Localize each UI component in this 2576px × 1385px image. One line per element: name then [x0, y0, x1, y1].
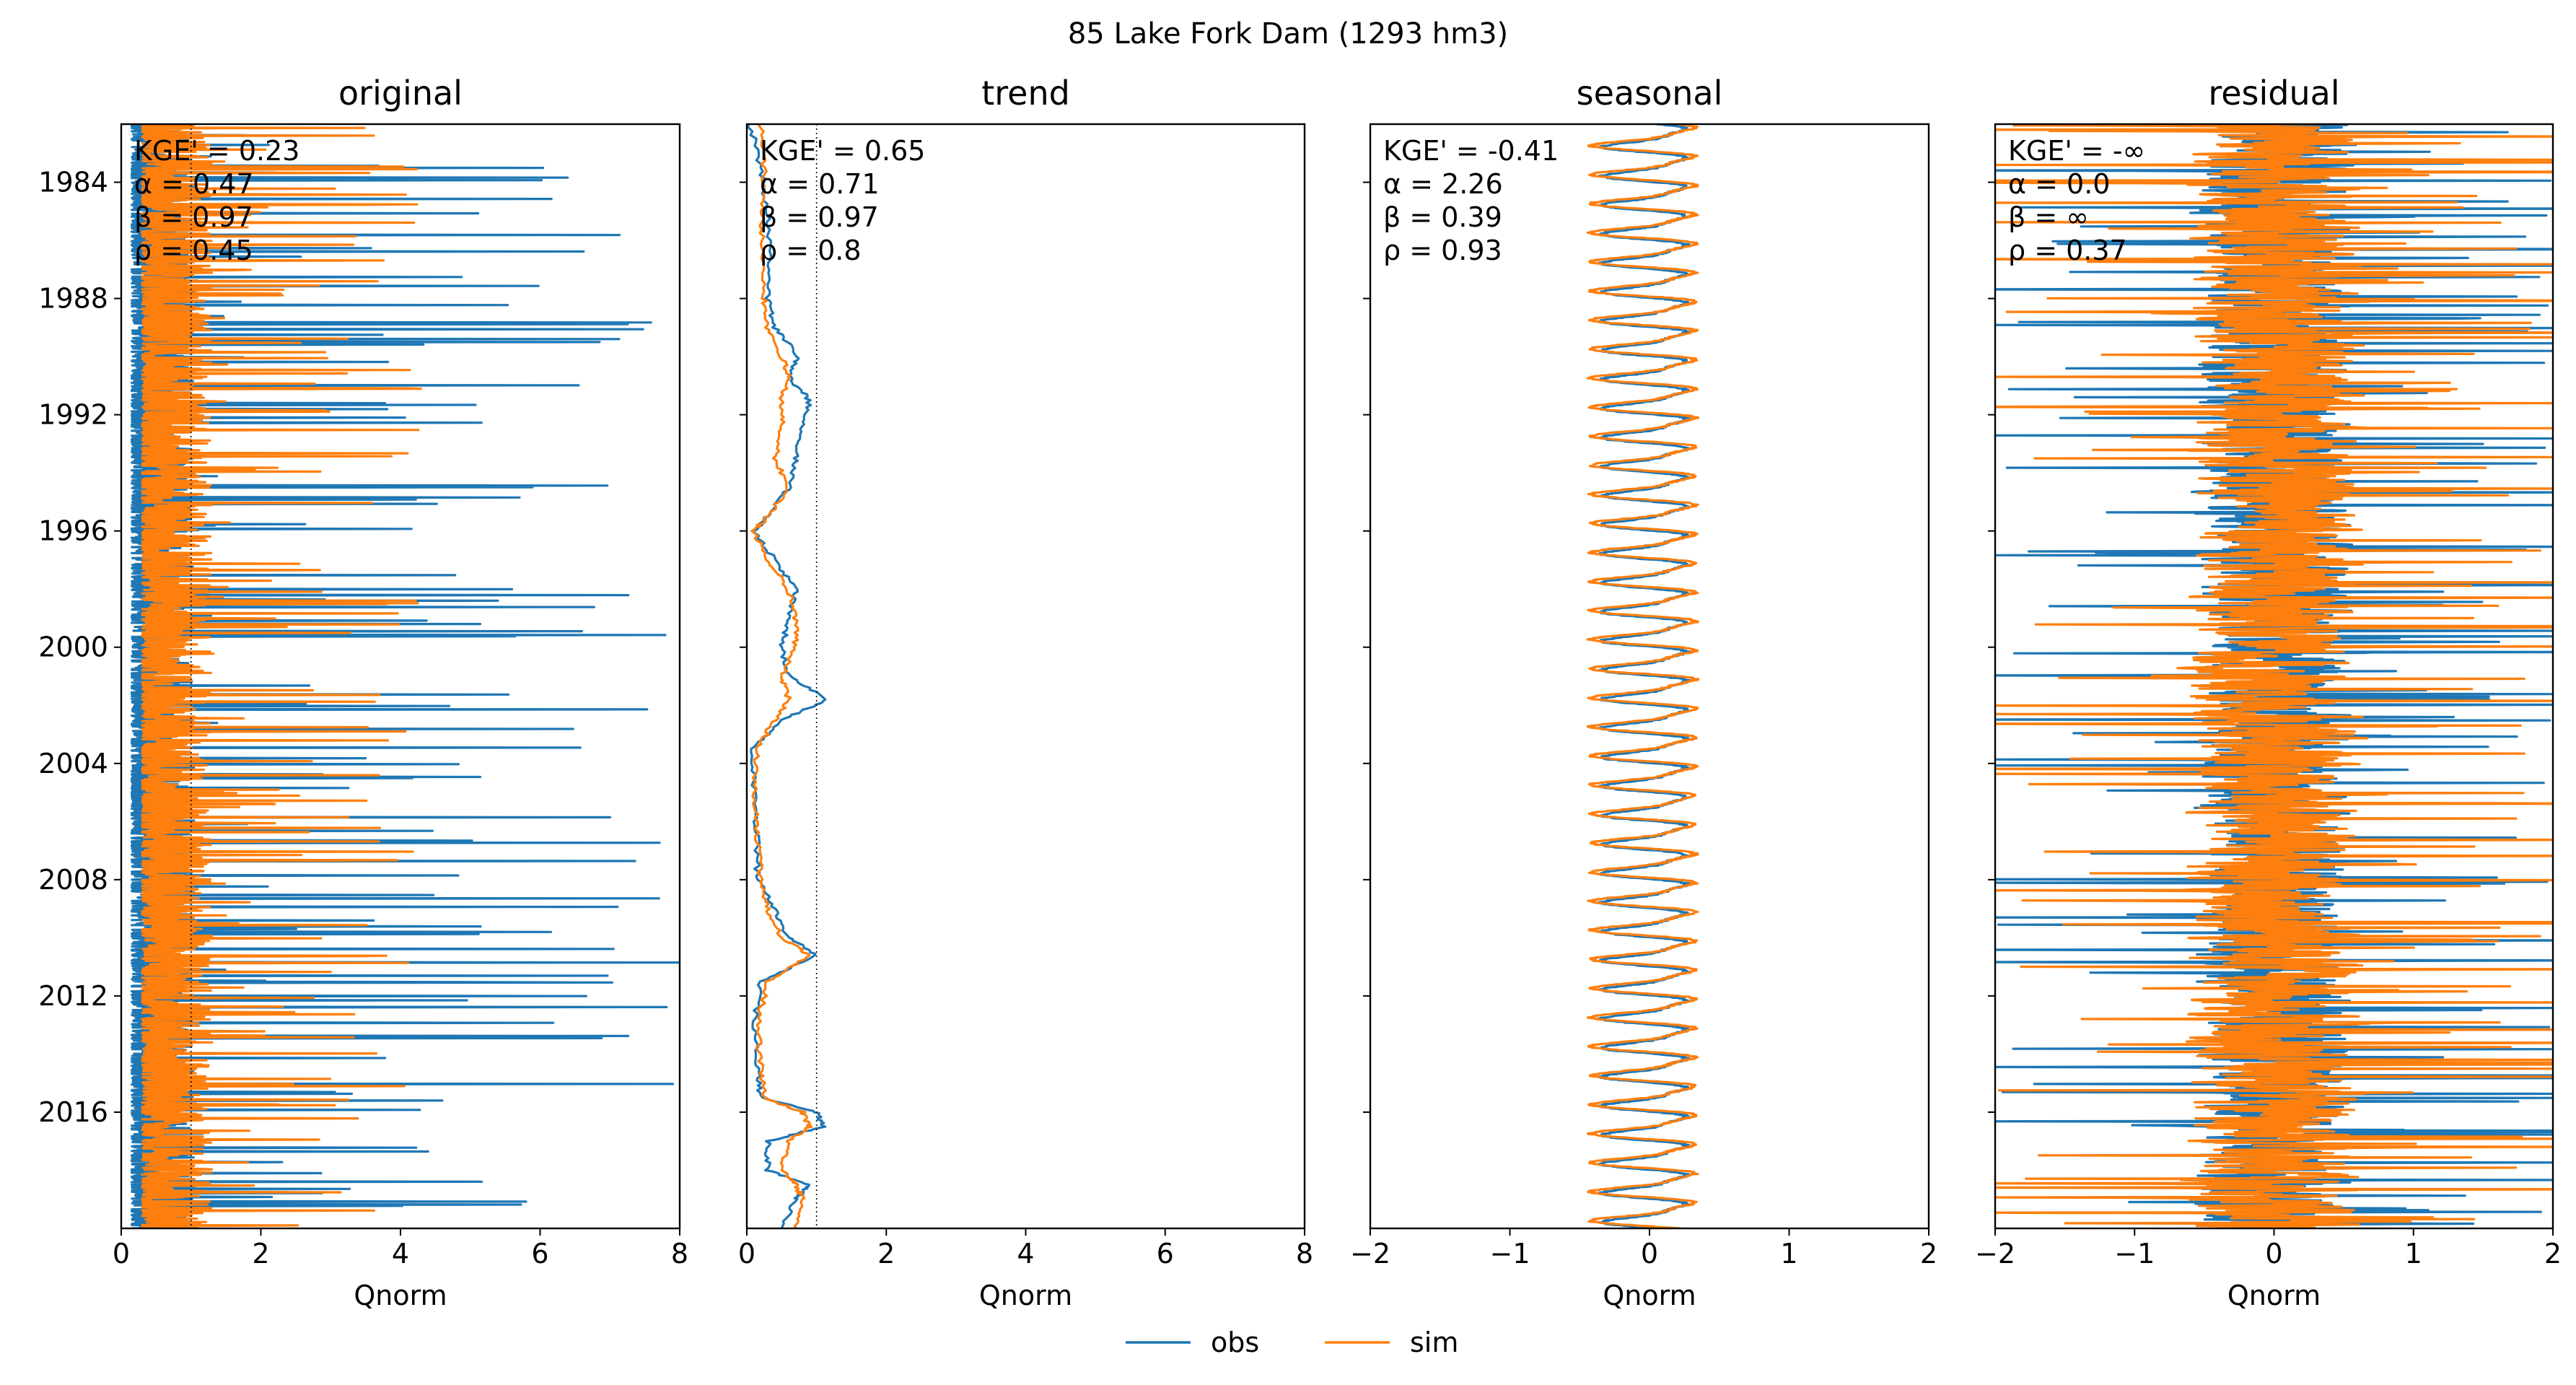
x-tick-label: 0 [2265, 1238, 2282, 1270]
x-axis-label: Qnorm [2227, 1280, 2321, 1311]
metric-annotation: α = 0.71 [760, 168, 880, 200]
metric-annotation: ρ = 0.37 [2008, 235, 2127, 266]
panel-title: residual [2208, 74, 2339, 113]
panel-trend: trend 0 2 4 6 8 Qnorm KGE' = 0.65α = 0.71β = 0.… [738, 74, 1313, 1311]
x-tick-label: 2 [877, 1238, 895, 1270]
metric-annotation: KGE' = 0.65 [760, 135, 925, 167]
x-tick-label: 6 [531, 1238, 548, 1270]
metric-annotation: β = 0.97 [134, 201, 253, 233]
x-tick-label: 0 [113, 1238, 130, 1270]
y-tick-label: 2000 [38, 632, 108, 663]
x-tick-label: 2 [2544, 1238, 2562, 1270]
x-tick-label: 2 [252, 1238, 269, 1270]
panel-seasonal: seasonal −2 −1 0 1 2 Qnorm KGE' = -0.41α = 2.26… [1350, 74, 1937, 1311]
x-tick-label: 4 [392, 1238, 409, 1270]
x-tick-label: −2 [1975, 1238, 2015, 1270]
y-tick-label: 2008 [38, 864, 108, 896]
x-tick-label: 8 [1296, 1238, 1313, 1270]
x-tick-label: 0 [738, 1238, 755, 1270]
x-tick-label: 1 [1780, 1238, 1797, 1270]
panel-title: trend [981, 74, 1070, 113]
metric-annotation: KGE' = 0.23 [134, 135, 299, 167]
series-group [1586, 124, 1700, 1228]
metric-annotation: α = 0.0 [2008, 168, 2110, 200]
metric-annotation: ρ = 0.45 [134, 235, 253, 266]
y-tick-label: 1988 [38, 283, 108, 315]
x-tick-label: 8 [671, 1238, 688, 1270]
x-tick-label: −1 [1489, 1238, 1530, 1270]
panel-original: original 0 2 4 6 8 Qnorm 1984 1988 1992 1996 2000 20… [38, 74, 688, 1311]
metric-annotation: α = 0.47 [134, 168, 254, 200]
y-tick-label: 2016 [38, 1096, 108, 1128]
series-group [747, 124, 827, 1228]
figure-suptitle: 85 Lake Fork Dam (1293 hm3) [1068, 17, 1508, 51]
y-tick-label: 1996 [38, 515, 108, 547]
metric-annotation: α = 2.26 [1383, 168, 1503, 200]
panel-title: original [338, 74, 463, 113]
metric-annotation: β = 0.97 [760, 201, 879, 233]
metric-annotation: β = ∞ [2008, 201, 2089, 233]
x-tick-label: 4 [1017, 1238, 1034, 1270]
x-axis-label: Qnorm [354, 1280, 447, 1311]
y-tick-label: 1992 [38, 399, 108, 431]
y-tick-label: 2012 [38, 980, 108, 1012]
x-tick-label: 0 [1641, 1238, 1658, 1270]
metric-annotation: ρ = 0.8 [760, 235, 862, 266]
y-tick-label: 2004 [38, 748, 108, 779]
series-obs [747, 124, 827, 1228]
legend-label-obs: obs [1211, 1327, 1259, 1358]
metric-annotation: KGE' = -0.41 [1383, 135, 1559, 167]
x-axis-label: Qnorm [1603, 1280, 1696, 1311]
x-tick-label: −2 [1350, 1238, 1390, 1270]
metric-annotation: ρ = 0.93 [1383, 235, 1502, 266]
metric-annotation: β = 0.39 [1383, 201, 1502, 233]
series-sim [750, 124, 813, 1228]
panel-residual: residual −2 −1 0 1 2 Qnorm KGE' = -∞α = 0.0β = … [1975, 74, 2562, 1311]
series-sim [1995, 124, 2553, 1228]
series-sim [1586, 124, 1700, 1228]
legend-label-sim: sim [1410, 1327, 1458, 1358]
series-sim [141, 124, 422, 1228]
x-tick-label: 1 [2405, 1238, 2422, 1270]
x-tick-label: −1 [2114, 1238, 2155, 1270]
x-tick-label: 2 [1920, 1238, 1937, 1270]
y-tick-label: 1984 [38, 167, 108, 198]
series-group [130, 124, 680, 1228]
axes-frame [745, 123, 1306, 1230]
x-tick-label: 6 [1157, 1238, 1174, 1270]
legend: obs sim [1126, 1327, 1458, 1358]
x-axis-label: Qnorm [979, 1280, 1072, 1311]
panel-title: seasonal [1577, 74, 1723, 113]
series-group [1995, 124, 2553, 1228]
metric-annotation: KGE' = -∞ [2008, 135, 2145, 167]
